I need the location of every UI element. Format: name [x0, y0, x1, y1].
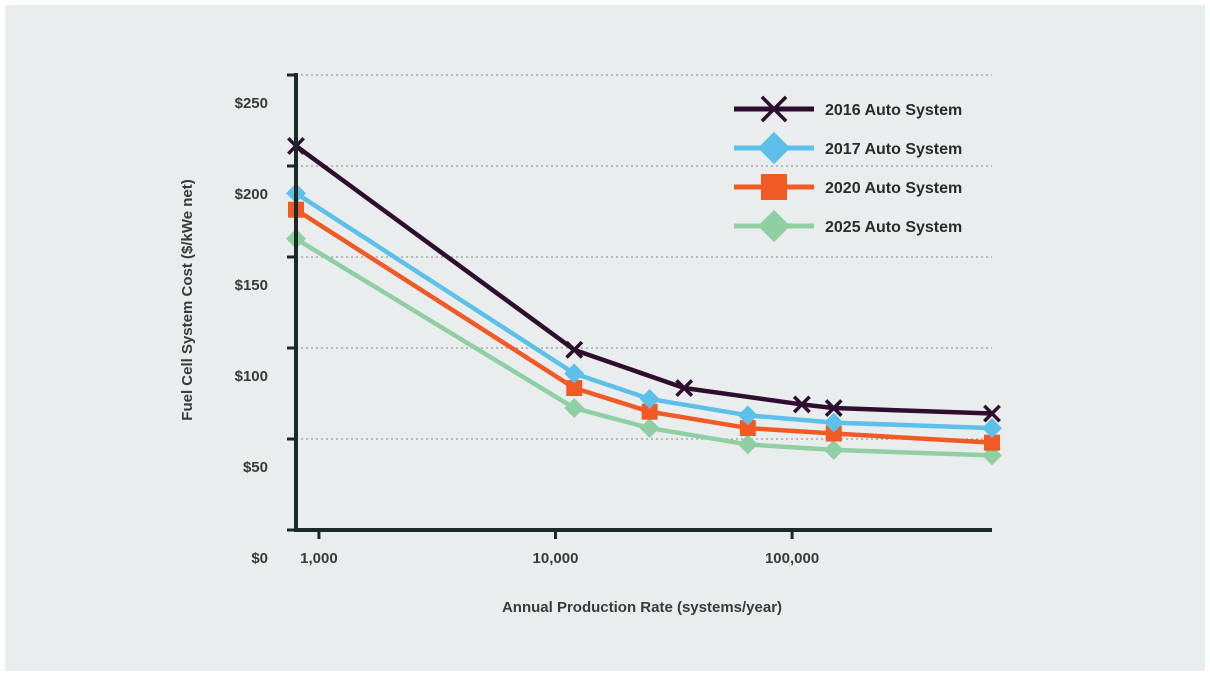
data-point — [564, 398, 585, 418]
y-tick-label: $200 — [235, 186, 268, 203]
series-line — [294, 207, 993, 445]
legend-item: 2017 Auto System — [734, 131, 962, 165]
data-point — [825, 425, 842, 442]
legend: 2016 Auto System 2017 Auto System 2020 Aut… — [734, 95, 962, 243]
marker-stroke — [760, 95, 788, 123]
series-line — [294, 144, 993, 416]
axes — [287, 73, 992, 539]
y-tick-labels: $0 $50 $100 $150 $200 $250 — [235, 95, 268, 567]
marker-stroke — [565, 340, 584, 359]
legend-label: 2025 Auto System — [825, 219, 962, 236]
y-tick-label: $0 — [251, 550, 268, 567]
legend-item: 2016 Auto System — [734, 95, 962, 123]
legend-swatch-marker — [757, 209, 791, 243]
legend-item: 2020 Auto System — [734, 174, 962, 200]
legend-swatch-marker — [757, 131, 791, 165]
x-tick-label: 1,000 — [300, 550, 338, 567]
series-line — [294, 236, 993, 458]
data-point — [737, 405, 758, 426]
data-point — [982, 418, 1002, 438]
legend-item: 2025 Auto System — [734, 209, 962, 243]
x-tick-label: 100,000 — [765, 550, 819, 567]
data-point — [823, 412, 844, 433]
data-point — [639, 389, 660, 409]
x-axis-title: Annual Production Rate (systems/year) — [502, 599, 782, 616]
legend-label: 2016 Auto System — [825, 102, 962, 119]
y-axis-title: Fuel Cell System Cost ($/kWe net) — [179, 179, 196, 420]
data-point — [824, 399, 843, 417]
gridlines — [296, 74, 992, 440]
data-point — [823, 440, 844, 460]
marker-stroke — [983, 404, 1001, 423]
data-point — [983, 404, 1001, 423]
data-point — [566, 380, 583, 397]
y-tick-label: $50 — [243, 459, 268, 476]
series-lines — [294, 144, 993, 458]
data-point — [641, 403, 658, 420]
data-point — [739, 420, 756, 437]
y-tick-label: $150 — [235, 277, 268, 294]
data-point — [564, 363, 585, 384]
data-point — [792, 395, 811, 414]
chart-panel — [5, 5, 1205, 671]
data-point — [984, 434, 1000, 451]
data-point — [675, 379, 694, 397]
series-line — [294, 191, 993, 431]
legend-swatch-marker — [761, 174, 787, 200]
data-point — [737, 434, 758, 455]
legend-swatch-marker — [760, 95, 788, 123]
x-tick-label: 10,000 — [533, 550, 579, 567]
legend-label: 2017 Auto System — [825, 141, 962, 158]
y-tick-label: $250 — [235, 95, 268, 112]
marker-stroke — [675, 379, 694, 397]
data-point — [639, 418, 660, 438]
data-point — [565, 340, 584, 359]
marker-stroke — [824, 399, 843, 417]
marker-stroke — [792, 395, 811, 414]
x-tick-labels: 1,000 10,000 100,000 — [300, 550, 819, 567]
legend-label: 2020 Auto System — [825, 180, 962, 197]
y-tick-label: $100 — [235, 368, 268, 385]
